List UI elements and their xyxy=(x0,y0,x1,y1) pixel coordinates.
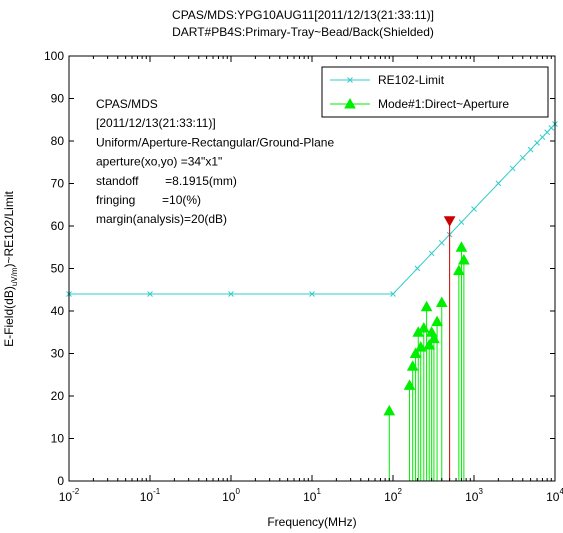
x-tick-label-exponent: 4 xyxy=(559,487,563,496)
x-tick-label-exponent: 0 xyxy=(235,487,240,496)
limit-point-marker xyxy=(471,206,477,212)
x-tick-label-base: 10 xyxy=(546,490,560,504)
emission-point-marker xyxy=(458,253,470,265)
limit-point-marker xyxy=(458,219,465,226)
legend-label: Mode#1:Direct~Aperture xyxy=(378,97,509,111)
limit-point-marker xyxy=(414,265,421,272)
limit-point-marker xyxy=(438,239,445,246)
emission-point-marker xyxy=(435,296,448,307)
plot-frame xyxy=(68,55,556,482)
y-tick-label: 80 xyxy=(51,134,65,148)
emission-point-marker xyxy=(428,332,440,344)
x-tick-label: 101 xyxy=(303,487,321,504)
annotation-line: aperture(xo,yo) =34"x1" xyxy=(96,155,222,169)
x-tick-label-exponent: 1 xyxy=(316,487,321,496)
emission-point-marker xyxy=(455,241,468,252)
y-tick-label: 50 xyxy=(51,262,65,276)
limit-point-marker xyxy=(390,291,396,297)
y-axis-label-main: E-Field(dB) xyxy=(2,286,16,347)
x-tick-label: 104 xyxy=(546,487,563,504)
legend-box xyxy=(321,66,549,118)
x-tick-label: 102 xyxy=(384,487,402,504)
x-tick-label-base: 10 xyxy=(465,490,479,504)
x-tick-label-base: 10 xyxy=(384,490,398,504)
x-tick-label-exponent: 3 xyxy=(478,487,483,496)
x-tick-label-exponent: -1 xyxy=(153,487,161,496)
chart-title: CPAS/MDS:YPG10AUG11[2011/12/13(21:33:11)… xyxy=(172,8,434,39)
series-layer xyxy=(66,121,558,481)
limit-point-marker xyxy=(539,134,546,141)
emission-point-marker xyxy=(414,341,427,352)
y-tick-label: 40 xyxy=(51,304,65,318)
limit-point-marker xyxy=(534,140,540,146)
max-emission-marker xyxy=(443,216,456,227)
x-axis-label: Frequency(MHz) xyxy=(267,515,356,529)
limit-line xyxy=(69,123,556,295)
y-axis-label-suffix: )~RE102/Limit xyxy=(2,190,16,267)
limit-point-marker xyxy=(544,129,551,136)
y-tick-label: 10 xyxy=(51,432,65,446)
x-tick-label-base: 10 xyxy=(303,490,317,504)
limit-point-marker xyxy=(309,291,315,297)
y-tick-label: 20 xyxy=(51,389,65,403)
x-tick-label: 10-2 xyxy=(59,487,80,504)
limit-point-marker xyxy=(428,250,435,257)
y-tick-label: 70 xyxy=(51,177,65,191)
chart-title-line-1: CPAS/MDS:YPG10AUG11[2011/12/13(21:33:11)… xyxy=(172,8,434,22)
legend-swatch-marker xyxy=(347,77,353,83)
legend-label: RE102-Limit xyxy=(378,73,445,87)
y-axis-label-unit: uV/m xyxy=(10,267,19,286)
annotation-line: CPAS/MDS xyxy=(96,97,158,111)
y-tick-label: 30 xyxy=(51,347,65,361)
emission-point-marker xyxy=(383,404,396,416)
limit-point-marker xyxy=(519,154,526,161)
annotation-line: standoff =8.1915(mm) xyxy=(96,174,237,188)
annotation-line: [2011/12/13(21:33:11)] xyxy=(96,116,216,130)
y-tick-label: 60 xyxy=(51,219,65,233)
emission-point-marker xyxy=(403,379,416,390)
legend: RE102-Limit Mode#1:Direct~Aperture xyxy=(321,66,549,118)
annotation-line: Uniform/Aperture-Rectangular/Ground-Plan… xyxy=(96,135,334,149)
limit-point-marker xyxy=(527,146,534,153)
x-tick-label-exponent: -2 xyxy=(72,487,80,496)
x-tick-label-base: 10 xyxy=(222,490,236,504)
limit-point-marker xyxy=(509,165,516,172)
x-tick-label: 10-1 xyxy=(140,487,161,504)
y-tick-label: 90 xyxy=(51,92,65,106)
annotation-text-block: CPAS/MDS [2011/12/13(21:33:11)] Uniform/Ap… xyxy=(96,97,334,226)
legend-swatch-marker xyxy=(344,97,356,109)
limit-point-marker xyxy=(147,291,153,297)
limit-point-marker xyxy=(495,180,502,187)
emission-point-marker xyxy=(431,315,443,327)
emission-point-marker xyxy=(420,300,433,312)
x-tick-label-base: 10 xyxy=(140,490,154,504)
y-tick-label: 0 xyxy=(57,474,64,488)
limit-point-marker xyxy=(228,291,234,297)
y-axis-label: E-Field(dB)uV/m)~RE102/Limit xyxy=(2,190,19,346)
annotation-line: fringing =10(%) xyxy=(96,193,201,207)
annotation-line: margin(analysis)=20(dB) xyxy=(96,212,227,226)
x-tick-label-exponent: 2 xyxy=(397,487,402,496)
plot-area xyxy=(69,56,555,481)
chart-title-line-2: DART#PB4S:Primary-Tray~Bead/Back(Shielde… xyxy=(172,25,434,39)
y-tick-label: 100 xyxy=(44,49,64,63)
x-tick-label: 100 xyxy=(222,487,240,504)
x-tick-label: 103 xyxy=(465,487,483,504)
x-tick-label-base: 10 xyxy=(59,490,73,504)
